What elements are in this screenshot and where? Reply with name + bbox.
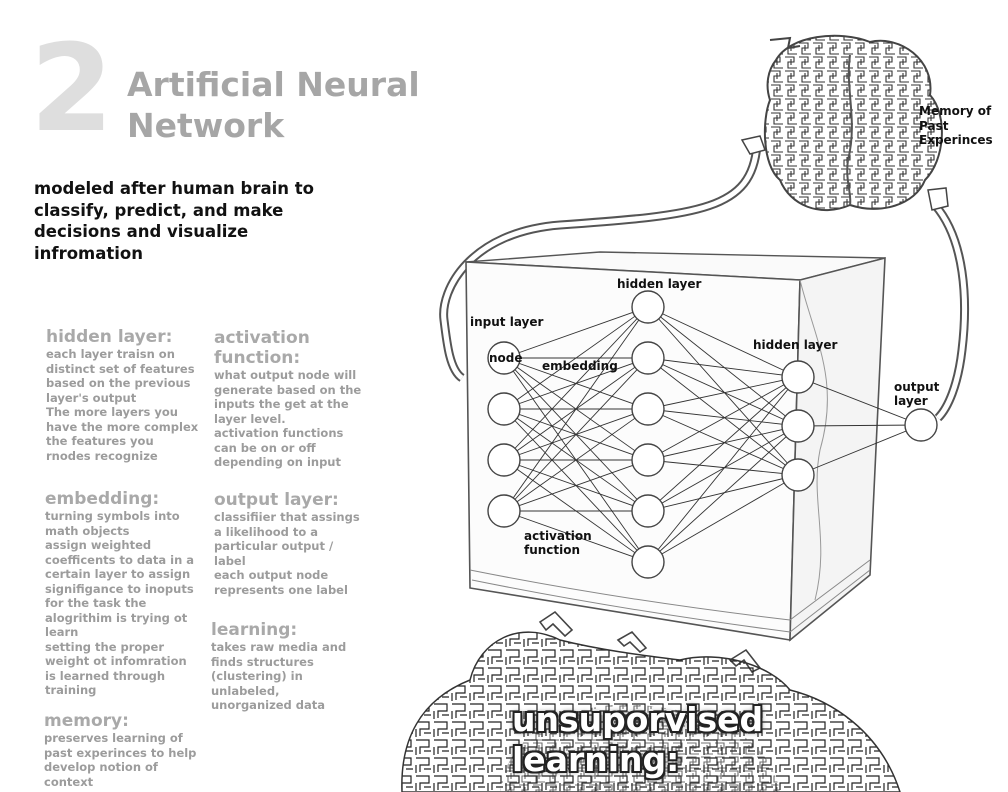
edge-l1-0-0 <box>647 306 799 378</box>
label-hidden-layer-2: hidden layer <box>753 338 838 352</box>
edge-l0-1-0 <box>503 306 649 410</box>
label-input-layer: input layer <box>470 315 544 329</box>
term-body: classifiier that assings a likelihood to… <box>214 510 360 597</box>
edge-l0-2-0 <box>503 306 649 461</box>
edge-l1-5-2 <box>647 474 799 563</box>
memory-connector-right <box>927 187 969 422</box>
term-body: preserves learning of past experinces to… <box>44 731 197 789</box>
node-l0-0 <box>487 341 521 375</box>
edge-l0-0-0 <box>503 306 649 359</box>
data-cube <box>465 251 886 642</box>
node-l0-2 <box>487 443 521 477</box>
node-l2-2 <box>781 458 815 492</box>
term-heading: learning: <box>211 620 298 640</box>
edge-l1-2-2 <box>647 408 799 476</box>
term-heading: hidden layer: <box>46 327 173 347</box>
term-output-layer: output layer: classifiier that assings a… <box>214 490 374 597</box>
term-memory: memory: preserves learning of past exper… <box>44 711 204 789</box>
network-nodes <box>487 290 938 579</box>
node-l3-0 <box>904 408 938 442</box>
edge-l1-1-1 <box>647 357 799 427</box>
edge-l0-3-0 <box>503 306 649 512</box>
edge-l1-1-2 <box>647 357 799 476</box>
label-output-layer: output layer <box>894 380 940 408</box>
node-l1-0 <box>631 290 665 324</box>
edge-l1-4-0 <box>647 376 799 512</box>
label-embedding: embedding <box>542 359 618 373</box>
label-brain-memory: Memory of Past Experinces <box>919 104 993 147</box>
term-body: what output node will generate based on … <box>214 368 362 469</box>
term-body: takes raw media and finds structures (cl… <box>211 640 347 712</box>
bottom-caption: unsuporvised learning: <box>512 700 764 779</box>
edge-l2-0-0 <box>797 376 922 426</box>
edge-l1-3-0 <box>647 376 799 461</box>
edge-l0-3-2 <box>503 408 649 512</box>
edge-l1-5-1 <box>647 425 799 563</box>
edge-l1-2-1 <box>647 408 799 427</box>
edge-l0-3-5 <box>503 510 649 563</box>
term-learning: learning: takes raw media and finds stru… <box>211 620 371 713</box>
node-l1-5 <box>631 545 665 579</box>
term-body: each layer traisn on distinct set of fea… <box>46 347 199 463</box>
network-edges <box>503 306 922 563</box>
section-number: 2 <box>30 20 114 159</box>
label-activation-function: activation function <box>524 529 592 557</box>
node-l1-2 <box>631 392 665 426</box>
label-hidden-layer-1: hidden layer <box>617 277 702 291</box>
term-heading: memory: <box>44 711 129 731</box>
edge-l1-3-2 <box>647 459 799 476</box>
node-l1-4 <box>631 494 665 528</box>
term-heading: embedding: <box>45 489 160 509</box>
edge-l2-2-0 <box>797 424 922 476</box>
edge-l1-2-0 <box>647 376 799 410</box>
term-heading: output layer: <box>214 490 339 510</box>
node-l0-3 <box>487 494 521 528</box>
term-activation-function: activation function: what output node wi… <box>214 328 374 470</box>
debris-chevrons <box>538 610 762 674</box>
unstructured-data-blob <box>401 631 901 792</box>
node-l2-0 <box>781 360 815 394</box>
term-hidden-layer: hidden layer: each layer traisn on disti… <box>46 327 206 463</box>
edge-l1-4-2 <box>647 474 799 512</box>
node-l0-1 <box>487 392 521 426</box>
edge-l1-5-0 <box>647 376 799 563</box>
edge-l0-3-1 <box>503 357 649 512</box>
edge-l2-1-0 <box>797 424 922 427</box>
node-l2-1 <box>781 409 815 443</box>
edge-l1-4-1 <box>647 425 799 512</box>
brain-icon <box>763 34 943 212</box>
page-title: Artificial Neural Network <box>127 65 420 145</box>
page-subtitle: modeled after human brain to classify, p… <box>34 179 314 263</box>
term-embedding: embedding: turning symbols into math obj… <box>45 489 205 698</box>
node-l1-3 <box>631 443 665 477</box>
edge-l0-3-3 <box>503 459 649 512</box>
edge-l1-0-1 <box>647 306 799 427</box>
label-node: node <box>489 351 523 365</box>
node-l1-1 <box>631 341 665 375</box>
edge-l1-0-2 <box>647 306 799 476</box>
memory-connector-left <box>439 135 766 382</box>
term-body: turning symbols into math objects assign… <box>45 509 195 697</box>
edge-l1-1-0 <box>647 357 799 378</box>
term-heading: activation function: <box>214 328 310 368</box>
edge-l1-3-1 <box>647 425 799 461</box>
